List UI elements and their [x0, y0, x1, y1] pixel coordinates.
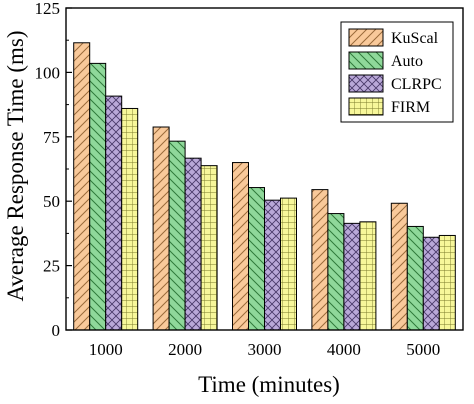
bar-pattern-auto-1000	[89, 62, 107, 331]
x-axis-title: Time (minutes)	[198, 372, 340, 397]
bar-pattern-firm-1000	[121, 107, 139, 331]
x-tick-label: 5000	[406, 340, 440, 359]
y-tick-label: 0	[52, 321, 61, 340]
y-tick-label: 125	[35, 0, 61, 18]
bar-pattern-clrpc-2000	[184, 157, 202, 331]
bar-pattern-kuscal-4000	[311, 189, 329, 331]
legend-swatch-pattern-auto	[348, 51, 384, 70]
y-tick-label: 50	[43, 192, 60, 211]
y-tick-label: 75	[43, 128, 60, 147]
bar-pattern-auto-2000	[168, 140, 186, 331]
y-axis-title: Average Response Time (ms)	[3, 30, 28, 301]
legend-label-clrpc: CLRPC	[391, 76, 442, 93]
bar-pattern-auto-5000	[406, 225, 424, 331]
bar-pattern-firm-5000	[438, 234, 456, 331]
legend-swatch-pattern-kuscal	[348, 28, 384, 47]
legend-label-kuscal: KuScal	[391, 30, 439, 47]
x-ticks: 1000 2000 3000 4000 5000	[89, 340, 441, 359]
y-tick-label: 25	[43, 257, 60, 276]
bar-pattern-kuscal-5000	[390, 202, 408, 331]
x-tick-label: 4000	[327, 340, 361, 359]
bar-pattern-clrpc-5000	[422, 236, 440, 331]
x-tick-label: 1000	[89, 340, 123, 359]
bar-pattern-kuscal-1000	[73, 42, 91, 331]
bar-pattern-auto-3000	[248, 187, 265, 331]
x-tick-label: 3000	[248, 340, 282, 359]
y-tick-label: 100	[35, 63, 61, 82]
bar-pattern-clrpc-3000	[264, 199, 281, 331]
bar-pattern-clrpc-4000	[343, 222, 361, 331]
bar-pattern-auto-4000	[327, 213, 345, 331]
bar-pattern-firm-3000	[280, 197, 297, 331]
legend: KuScal Auto CLRPC FIRM	[340, 21, 454, 123]
legend-swatch-pattern-clrpc	[348, 74, 384, 93]
legend-swatch-pattern-firm	[348, 97, 384, 116]
legend-label-auto: Auto	[391, 53, 423, 70]
bar-pattern-firm-4000	[359, 221, 377, 331]
bar-pattern-clrpc-1000	[105, 95, 123, 331]
bar-pattern-firm-2000	[200, 165, 218, 331]
bar-pattern-kuscal-3000	[232, 162, 249, 331]
bars-layer	[73, 42, 456, 331]
y-ticks: 0 25 50 75 100 125	[35, 0, 72, 340]
x-tick-label: 2000	[168, 340, 202, 359]
bar-pattern-kuscal-2000	[152, 126, 170, 331]
legend-label-firm: FIRM	[391, 99, 430, 116]
